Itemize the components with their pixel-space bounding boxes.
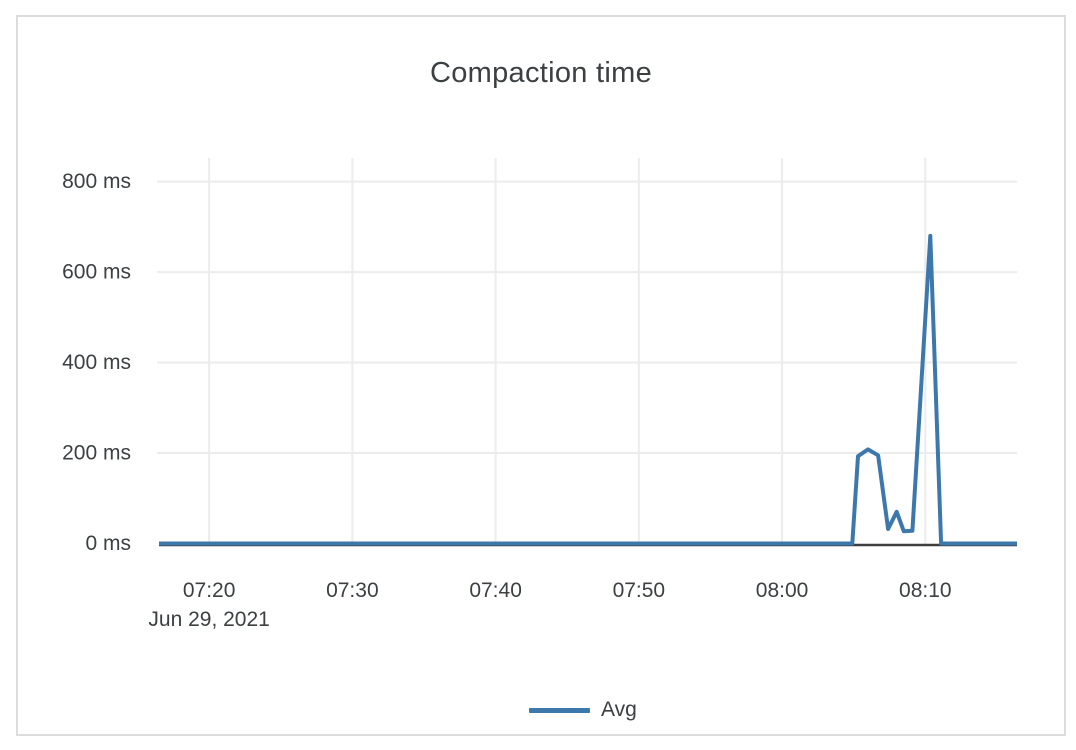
legend-line-swatch [529,707,590,713]
y-tick-label: 400 ms [62,351,131,374]
chart-title: Compaction time [429,57,653,89]
y-tick-label: 0 ms [85,532,131,555]
legend-series-label: Avg [601,698,637,721]
legend[interactable]: Avg [529,698,637,722]
x-tick-label: 08:10 [899,579,952,602]
x-tick-label: 08:00 [756,579,809,602]
series-line-avg[interactable] [159,233,1017,546]
x-tick-label: 07:30 [326,579,379,602]
x-tick-label: 07:40 [469,579,522,602]
line-chart-svg[interactable]: 0 ms 200 ms 400 ms 600 ms 800 ms 07:20 07:30 07… [18,17,1064,667]
x-axis-date-label: Jun 29, 2021 [148,608,269,631]
y-tick-label: 200 ms [62,442,131,465]
x-tick-label: 07:50 [613,579,666,602]
x-tick-label: 07:20 [183,579,236,602]
y-tick-label: 600 ms [62,261,131,284]
y-tick-label: 800 ms [62,170,131,193]
chart-card: 0 ms 200 ms 400 ms 600 ms 800 ms 07:20 07:30 07… [16,15,1066,736]
